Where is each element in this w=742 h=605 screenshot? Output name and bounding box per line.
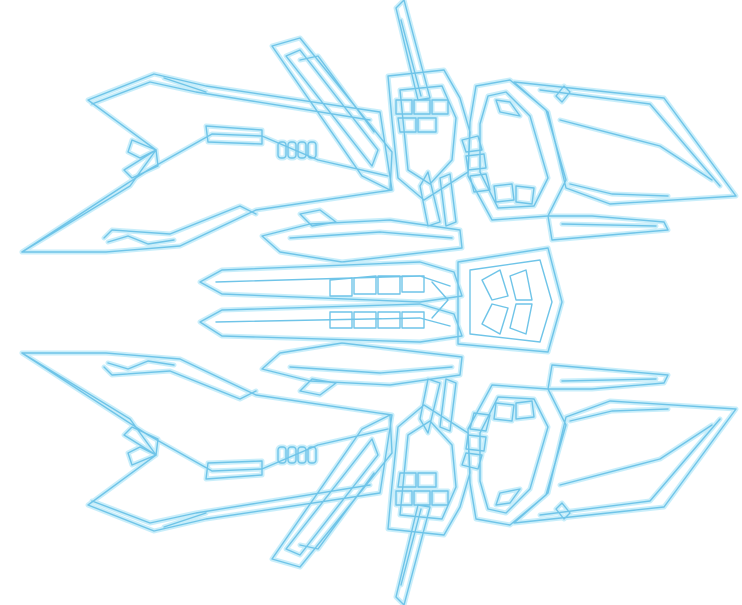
center-prongs — [197, 245, 565, 355]
